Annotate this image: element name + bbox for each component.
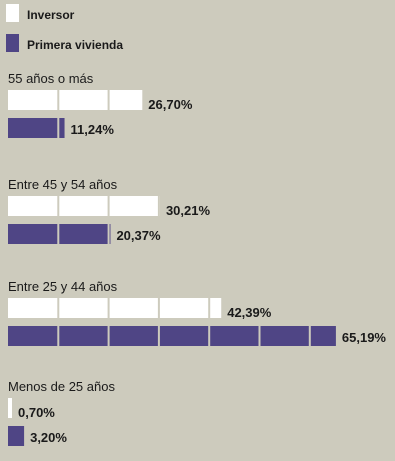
data-label-inversor: 30,21% — [166, 203, 211, 218]
data-label-primera-vivienda: 20,37% — [116, 228, 161, 243]
bar-inversor — [8, 196, 160, 216]
data-label-primera-vivienda: 3,20% — [30, 430, 67, 445]
legend-swatch-primera-vivienda — [6, 34, 19, 52]
data-label-primera-vivienda: 11,24% — [71, 122, 115, 137]
category-label: Entre 25 y 44 años — [8, 279, 118, 294]
legend-label-primera-vivienda: Primera vivienda — [27, 38, 123, 52]
category-label: Menos de 25 años — [8, 379, 115, 394]
data-label-primera-vivienda: 65,19% — [342, 330, 387, 345]
category-label: 55 años o más — [8, 71, 94, 86]
bar-inversor — [8, 298, 222, 318]
data-label-inversor: 42,39% — [227, 305, 272, 320]
legend-swatch-inversor — [6, 4, 19, 22]
bar-inversor — [8, 398, 12, 418]
data-label-inversor: 0,70% — [18, 405, 55, 420]
bar-primera-vivienda — [8, 118, 65, 138]
data-label-inversor: 26,70% — [148, 97, 193, 112]
category-label: Entre 45 y 54 años — [8, 177, 118, 192]
bar-inversor — [8, 90, 143, 110]
bar-primera-vivienda — [8, 326, 336, 346]
bar-primera-vivienda — [8, 426, 25, 446]
legend-label-inversor: Inversor — [27, 8, 75, 22]
